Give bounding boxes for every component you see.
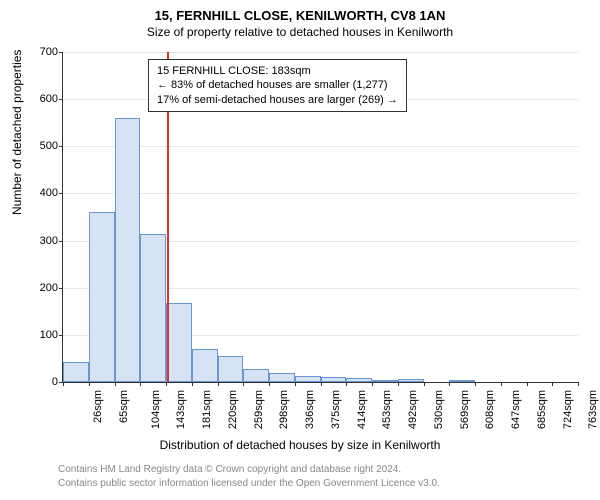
x-tick-label: 259sqm bbox=[253, 390, 265, 429]
annotation-box: 15 FERNHILL CLOSE: 183sqm ← 83% of detac… bbox=[148, 59, 407, 112]
x-tick-mark bbox=[346, 382, 347, 386]
histogram-bar bbox=[192, 349, 218, 382]
x-tick-mark bbox=[115, 382, 116, 386]
x-tick-mark bbox=[578, 382, 579, 386]
x-tick-mark bbox=[321, 382, 322, 386]
chart-title: 15, FERNHILL CLOSE, KENILWORTH, CV8 1AN bbox=[0, 0, 600, 23]
x-tick-mark bbox=[295, 382, 296, 386]
x-tick-label: 569sqm bbox=[459, 390, 471, 429]
x-tick-label: 414sqm bbox=[356, 390, 368, 429]
annotation-line2: ← 83% of detached houses are smaller (1,… bbox=[157, 78, 398, 92]
y-tick-label: 500 bbox=[28, 140, 58, 152]
x-tick-mark bbox=[527, 382, 528, 386]
y-tick-mark bbox=[59, 241, 63, 242]
grid-line bbox=[63, 52, 578, 53]
x-tick-mark bbox=[63, 382, 64, 386]
x-tick-label: 336sqm bbox=[304, 390, 316, 429]
y-tick-mark bbox=[59, 335, 63, 336]
annotation-line3: 17% of semi-detached houses are larger (… bbox=[157, 93, 398, 107]
x-tick-label: 298sqm bbox=[278, 390, 290, 429]
x-tick-mark bbox=[218, 382, 219, 386]
y-tick-label: 0 bbox=[28, 376, 58, 388]
x-tick-label: 647sqm bbox=[510, 390, 522, 429]
y-tick-mark bbox=[59, 52, 63, 53]
x-tick-mark bbox=[269, 382, 270, 386]
annotation-line1: 15 FERNHILL CLOSE: 183sqm bbox=[157, 64, 398, 78]
y-tick-label: 700 bbox=[28, 46, 58, 58]
x-tick-label: 181sqm bbox=[201, 390, 213, 429]
x-tick-label: 530sqm bbox=[433, 390, 445, 429]
histogram-bar bbox=[115, 118, 141, 382]
grid-line bbox=[63, 146, 578, 147]
x-tick-label: 375sqm bbox=[330, 390, 342, 429]
footer-line2: Contains public sector information licen… bbox=[58, 478, 440, 489]
x-tick-mark bbox=[475, 382, 476, 386]
y-tick-label: 100 bbox=[28, 329, 58, 341]
x-tick-mark bbox=[398, 382, 399, 386]
histogram-bar bbox=[218, 356, 244, 382]
x-tick-mark bbox=[89, 382, 90, 386]
chart-container: 15, FERNHILL CLOSE, KENILWORTH, CV8 1AN … bbox=[0, 0, 600, 500]
x-tick-mark bbox=[243, 382, 244, 386]
x-tick-label: 763sqm bbox=[587, 390, 599, 429]
histogram-bar bbox=[243, 369, 269, 382]
y-tick-mark bbox=[59, 193, 63, 194]
y-tick-mark bbox=[59, 146, 63, 147]
x-axis-label: Distribution of detached houses by size … bbox=[0, 438, 600, 452]
x-tick-label: 685sqm bbox=[536, 390, 548, 429]
y-tick-mark bbox=[59, 99, 63, 100]
histogram-bar bbox=[398, 379, 424, 382]
x-tick-mark bbox=[192, 382, 193, 386]
x-tick-label: 26sqm bbox=[92, 390, 104, 423]
chart-subtitle: Size of property relative to detached ho… bbox=[0, 23, 600, 39]
histogram-bar bbox=[449, 380, 475, 382]
grid-line bbox=[63, 193, 578, 194]
x-tick-mark bbox=[449, 382, 450, 386]
histogram-bar bbox=[372, 380, 398, 382]
y-axis-label: Number of detached properties bbox=[10, 50, 24, 215]
histogram-bar bbox=[295, 376, 321, 382]
x-tick-label: 724sqm bbox=[562, 390, 574, 429]
histogram-bar bbox=[63, 362, 89, 382]
y-tick-mark bbox=[59, 288, 63, 289]
histogram-bar bbox=[269, 373, 295, 382]
y-tick-label: 300 bbox=[28, 235, 58, 247]
x-tick-label: 608sqm bbox=[484, 390, 496, 429]
chart-area: 010020030040050060070026sqm65sqm104sqm14… bbox=[62, 52, 577, 382]
x-tick-mark bbox=[552, 382, 553, 386]
histogram-bar bbox=[321, 377, 347, 382]
x-tick-label: 65sqm bbox=[118, 390, 130, 423]
x-tick-mark bbox=[372, 382, 373, 386]
footer-line1: Contains HM Land Registry data © Crown c… bbox=[58, 464, 401, 475]
y-tick-label: 400 bbox=[28, 187, 58, 199]
x-tick-mark bbox=[140, 382, 141, 386]
x-tick-label: 492sqm bbox=[407, 390, 419, 429]
histogram-bar bbox=[140, 234, 166, 382]
x-tick-mark bbox=[424, 382, 425, 386]
x-tick-mark bbox=[166, 382, 167, 386]
histogram-bar bbox=[166, 303, 192, 382]
x-tick-label: 220sqm bbox=[227, 390, 239, 429]
x-tick-label: 104sqm bbox=[150, 390, 162, 429]
x-tick-mark bbox=[501, 382, 502, 386]
histogram-bar bbox=[346, 378, 372, 382]
x-tick-label: 453sqm bbox=[381, 390, 393, 429]
x-tick-label: 143sqm bbox=[175, 390, 187, 429]
y-tick-label: 600 bbox=[28, 93, 58, 105]
y-tick-label: 200 bbox=[28, 282, 58, 294]
histogram-bar bbox=[89, 212, 115, 382]
